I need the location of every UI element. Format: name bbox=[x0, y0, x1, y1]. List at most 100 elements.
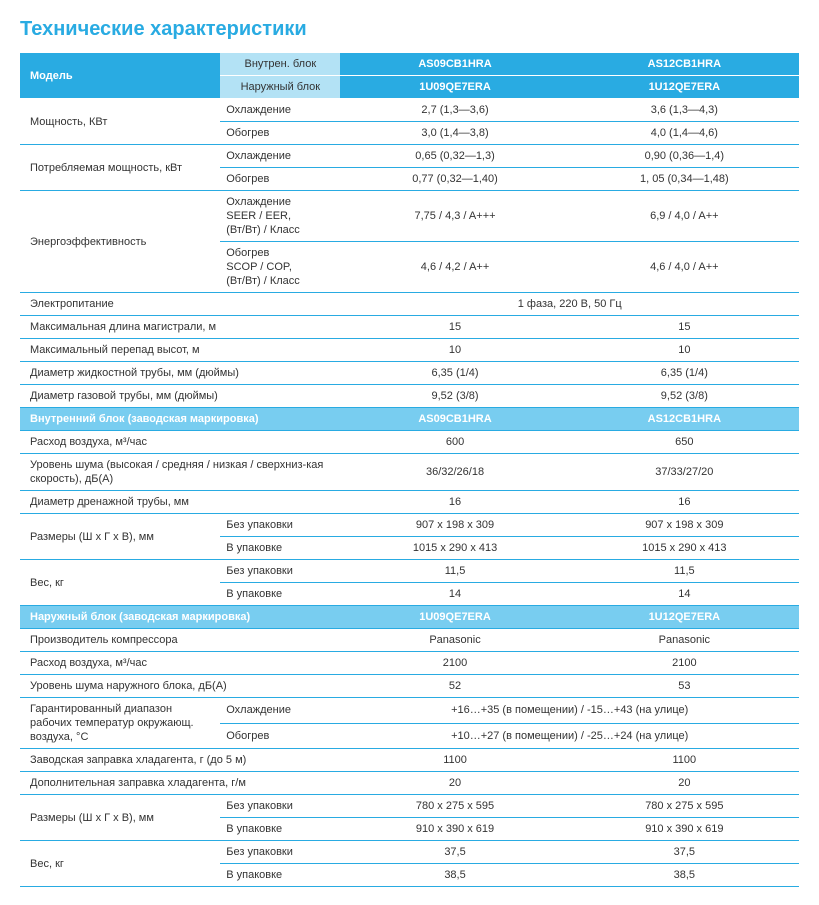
cell: 16 bbox=[570, 491, 799, 514]
cell: 7,75 / 4,3 / A+++ bbox=[340, 191, 569, 242]
row-label: Энергоэффективность bbox=[20, 191, 220, 293]
row-sublabel: Обогрев bbox=[220, 723, 340, 749]
row-sublabel: Без упаковки bbox=[220, 795, 340, 818]
row-label: Уровень шума (высокая / средняя / низкая… bbox=[20, 454, 340, 491]
row-sublabel: Охлаждение bbox=[220, 145, 340, 168]
row-label: Диаметр жидкостной трубы, мм (дюймы) bbox=[20, 362, 340, 385]
row-sublabel: Без упаковки bbox=[220, 560, 340, 583]
cell: 20 bbox=[570, 772, 799, 795]
col1-outdoor: 1U09QE7ERA bbox=[340, 76, 569, 99]
cell: 9,52 (3/8) bbox=[570, 385, 799, 408]
cell: Panasonic bbox=[570, 629, 799, 652]
row-sublabel: Обогрев bbox=[220, 168, 340, 191]
row-sublabel: Без упаковки bbox=[220, 841, 340, 864]
cell: 14 bbox=[340, 583, 569, 606]
indoor-block-label: Внутрен. блок bbox=[220, 53, 340, 76]
cell: 37/33/27/20 bbox=[570, 454, 799, 491]
row-label: Расход воздуха, м³/час bbox=[20, 652, 340, 675]
cell: 4,0 (1,4—4,6) bbox=[570, 122, 799, 145]
cell: 38,5 bbox=[340, 864, 569, 887]
row-label: Потребляемая мощность, кВт bbox=[20, 145, 220, 191]
cell: AS12CB1HRA bbox=[570, 408, 799, 431]
row-sublabel: Обогрев bbox=[220, 122, 340, 145]
cell: 3,0 (1,4—3,8) bbox=[340, 122, 569, 145]
spec-table: Модель Внутрен. блок AS09CB1HRA AS12CB1H… bbox=[20, 53, 799, 887]
cell: 1100 bbox=[340, 749, 569, 772]
cell: 2100 bbox=[340, 652, 569, 675]
cell: 11,5 bbox=[340, 560, 569, 583]
cell: 780 x 275 x 595 bbox=[340, 795, 569, 818]
row-label: Заводская заправка хладагента, г (до 5 м… bbox=[20, 749, 340, 772]
cell: 6,35 (1/4) bbox=[570, 362, 799, 385]
cell: 37,5 bbox=[340, 841, 569, 864]
cell: 15 bbox=[570, 316, 799, 339]
cell: 1U12QE7ERA bbox=[570, 606, 799, 629]
cell: 1015 x 290 x 413 bbox=[340, 537, 569, 560]
cell: 16 bbox=[340, 491, 569, 514]
cell: 910 x 390 x 619 bbox=[340, 818, 569, 841]
row-label: Максимальный перепад высот, м bbox=[20, 339, 340, 362]
cell: 20 bbox=[340, 772, 569, 795]
col1-indoor: AS09CB1HRA bbox=[340, 53, 569, 76]
cell: +10…+27 (в помещении) / -25…+24 (на улиц… bbox=[340, 723, 799, 749]
cell: 1015 x 290 x 413 bbox=[570, 537, 799, 560]
cell: 11,5 bbox=[570, 560, 799, 583]
cell: 10 bbox=[340, 339, 569, 362]
cell: 6,35 (1/4) bbox=[340, 362, 569, 385]
row-label: Электропитание bbox=[20, 293, 340, 316]
cell: 10 bbox=[570, 339, 799, 362]
row-sublabel: Охлаждение SEER / EER, (Вт/Вт) / Класс bbox=[220, 191, 340, 242]
cell: 2,7 (1,3—3,6) bbox=[340, 99, 569, 122]
row-label: Размеры (Ш х Г х В), мм bbox=[20, 795, 220, 841]
cell: 910 x 390 x 619 bbox=[570, 818, 799, 841]
row-label: Расход воздуха, м³/час bbox=[20, 431, 340, 454]
cell: 1, 05 (0,34—1,48) bbox=[570, 168, 799, 191]
cell: 9,52 (3/8) bbox=[340, 385, 569, 408]
row-sublabel: Без упаковки bbox=[220, 514, 340, 537]
row-label: Диаметр газовой трубы, мм (дюймы) bbox=[20, 385, 340, 408]
cell: AS09CB1HRA bbox=[340, 408, 569, 431]
row-label: Гарантированный диапазон рабочих темпера… bbox=[20, 698, 220, 749]
row-label: Мощность, КВт bbox=[20, 99, 220, 145]
cell: 0,90 (0,36—1,4) bbox=[570, 145, 799, 168]
cell: 907 x 198 x 309 bbox=[340, 514, 569, 537]
cell: 38,5 bbox=[570, 864, 799, 887]
section-indoor: Внутренний блок (заводская маркировка) bbox=[20, 408, 340, 431]
col2-outdoor: 1U12QE7ERA bbox=[570, 76, 799, 99]
cell: 37,5 bbox=[570, 841, 799, 864]
cell: 0,77 (0,32—1,40) bbox=[340, 168, 569, 191]
row-sublabel: Охлаждение bbox=[220, 99, 340, 122]
cell: 600 bbox=[340, 431, 569, 454]
cell: 52 bbox=[340, 675, 569, 698]
cell: 6,9 / 4,0 / A++ bbox=[570, 191, 799, 242]
cell: 0,65 (0,32—1,3) bbox=[340, 145, 569, 168]
row-sublabel: Обогрев SCOP / COP, (Вт/Вт) / Класс bbox=[220, 242, 340, 293]
col2-indoor: AS12CB1HRA bbox=[570, 53, 799, 76]
cell: 650 bbox=[570, 431, 799, 454]
cell: 4,6 / 4,0 / A++ bbox=[570, 242, 799, 293]
row-label: Вес, кг bbox=[20, 841, 220, 887]
cell: 53 bbox=[570, 675, 799, 698]
row-label: Размеры (Ш х Г х В), мм bbox=[20, 514, 220, 560]
row-sublabel: В упаковке bbox=[220, 818, 340, 841]
row-label: Диаметр дренажной трубы, мм bbox=[20, 491, 340, 514]
row-label: Дополнительная заправка хладагента, г/м bbox=[20, 772, 340, 795]
cell: 1100 bbox=[570, 749, 799, 772]
row-sublabel: В упаковке bbox=[220, 537, 340, 560]
cell: 15 bbox=[340, 316, 569, 339]
row-label: Производитель компрессора bbox=[20, 629, 340, 652]
cell: 14 bbox=[570, 583, 799, 606]
row-sublabel: В упаковке bbox=[220, 864, 340, 887]
row-label: Максимальная длина магистрали, м bbox=[20, 316, 340, 339]
row-sublabel: В упаковке bbox=[220, 583, 340, 606]
cell: 36/32/26/18 bbox=[340, 454, 569, 491]
cell: 2100 bbox=[570, 652, 799, 675]
cell: 1U09QE7ERA bbox=[340, 606, 569, 629]
page-title: Технические характеристики bbox=[20, 18, 799, 41]
model-header: Модель bbox=[20, 53, 220, 99]
cell: 3,6 (1,3—4,3) bbox=[570, 99, 799, 122]
section-outdoor: Наружный блок (заводская маркировка) bbox=[20, 606, 340, 629]
cell: +16…+35 (в помещении) / -15…+43 (на улиц… bbox=[340, 698, 799, 724]
cell: 1 фаза, 220 В, 50 Гц bbox=[340, 293, 799, 316]
row-sublabel: Охлаждение bbox=[220, 698, 340, 724]
